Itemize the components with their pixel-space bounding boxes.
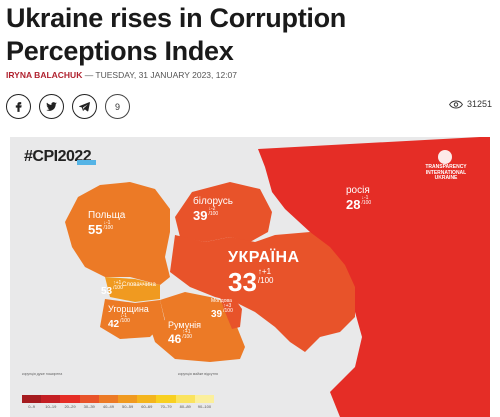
share-twitter-button[interactable] <box>39 94 64 119</box>
facebook-icon <box>15 102 22 112</box>
romania-region <box>150 292 245 362</box>
legend-range-label: 80–89 <box>179 404 191 409</box>
russia-region <box>258 137 490 417</box>
ti-logo-text: TRANSPARENCY INTERNATIONAL <box>425 164 467 176</box>
legend-swatch <box>194 395 215 403</box>
comments-button[interactable]: 9 <box>105 94 130 119</box>
legend-range-label: 20–29 <box>64 404 76 409</box>
eye-icon <box>449 100 463 108</box>
moldova-region <box>220 295 242 329</box>
slovakia-label: 53↑+1/100 <box>101 280 123 298</box>
publish-date: TUESDAY, 31 JANUARY 2023, 12:07 <box>95 70 238 80</box>
ukraine-label: УКРАЇНА 33↑+1/100 <box>228 249 300 297</box>
legend-swatch <box>137 395 157 403</box>
legend-swatch <box>175 395 195 403</box>
legend-high-label: корупція майже відсутня <box>178 372 218 376</box>
hungary-region <box>100 299 165 339</box>
legend-swatch <box>79 395 99 403</box>
transparency-international-logo: TRANSPARENCY INTERNATIONAL UKRAINE <box>416 150 476 181</box>
legend-range-label: 10–19 <box>45 404 57 409</box>
belarus-label: білорусь 39↓-2/100 <box>193 196 234 223</box>
poland-region <box>65 182 170 285</box>
ukraine-region <box>170 232 355 352</box>
score-legend <box>22 395 215 403</box>
legend-range-label: 70–79 <box>160 404 172 409</box>
twitter-icon <box>46 102 57 111</box>
share-telegram-button[interactable] <box>72 94 97 119</box>
legend-ranges: 0–9 10–19 20–29 30–39 40–49 50–59 60–69 70–79 80… <box>22 404 214 409</box>
legend-swatch <box>118 395 138 403</box>
poland-label: Польща 55↓-1/100 <box>88 210 126 237</box>
legend-swatch <box>60 395 80 403</box>
telegram-icon <box>79 102 90 112</box>
article-title: Ukraine rises in Corruption Perceptions … <box>6 3 346 66</box>
legend-range-label: 30–39 <box>83 404 95 409</box>
slovakia-name: Словаччина <box>122 282 156 288</box>
russia-label: росія 28↓-1/100 <box>346 185 372 212</box>
slovakia-region <box>105 277 160 302</box>
legend-range-label: 40–49 <box>102 404 114 409</box>
cpi-map-image: #CPI2022 TRANSPARENCY INTERNATIONAL UKRA… <box>10 137 490 417</box>
author-link[interactable]: IRYNA BALACHUK <box>6 70 83 80</box>
legend-swatch <box>41 395 61 403</box>
legend-low-label: корупція дуже поширена <box>22 372 63 376</box>
hashtag-accent <box>77 160 96 165</box>
legend-range-label: 60–69 <box>141 404 153 409</box>
share-facebook-button[interactable] <box>6 94 31 119</box>
legend-swatch <box>22 395 42 403</box>
byline: IRYNA BALACHUK — TUESDAY, 31 JANUARY 202… <box>6 70 237 80</box>
legend-swatch <box>156 395 176 403</box>
legend-swatch <box>98 395 119 403</box>
hungary-label: Угорщина 42↓-1/100 <box>108 304 149 330</box>
legend-range-label: 50–59 <box>122 404 134 409</box>
moldova-label: Молдова 39↑+3/100 <box>211 298 233 320</box>
ti-logo-icon <box>438 150 452 164</box>
ti-logo-sub: UKRAINE <box>434 175 458 181</box>
legend-range-label: 0–9 <box>28 404 35 409</box>
views-counter: 31251 <box>449 99 492 109</box>
cpi-hashtag: #CPI2022 <box>24 148 92 165</box>
views-count: 31251 <box>466 99 492 109</box>
belarus-region <box>175 182 272 242</box>
romania-label: Румунія 46↑+1/100 <box>168 320 202 346</box>
legend-range-label: 90–100 <box>197 404 212 409</box>
byline-separator: — <box>82 70 96 80</box>
map-geography <box>65 137 490 417</box>
